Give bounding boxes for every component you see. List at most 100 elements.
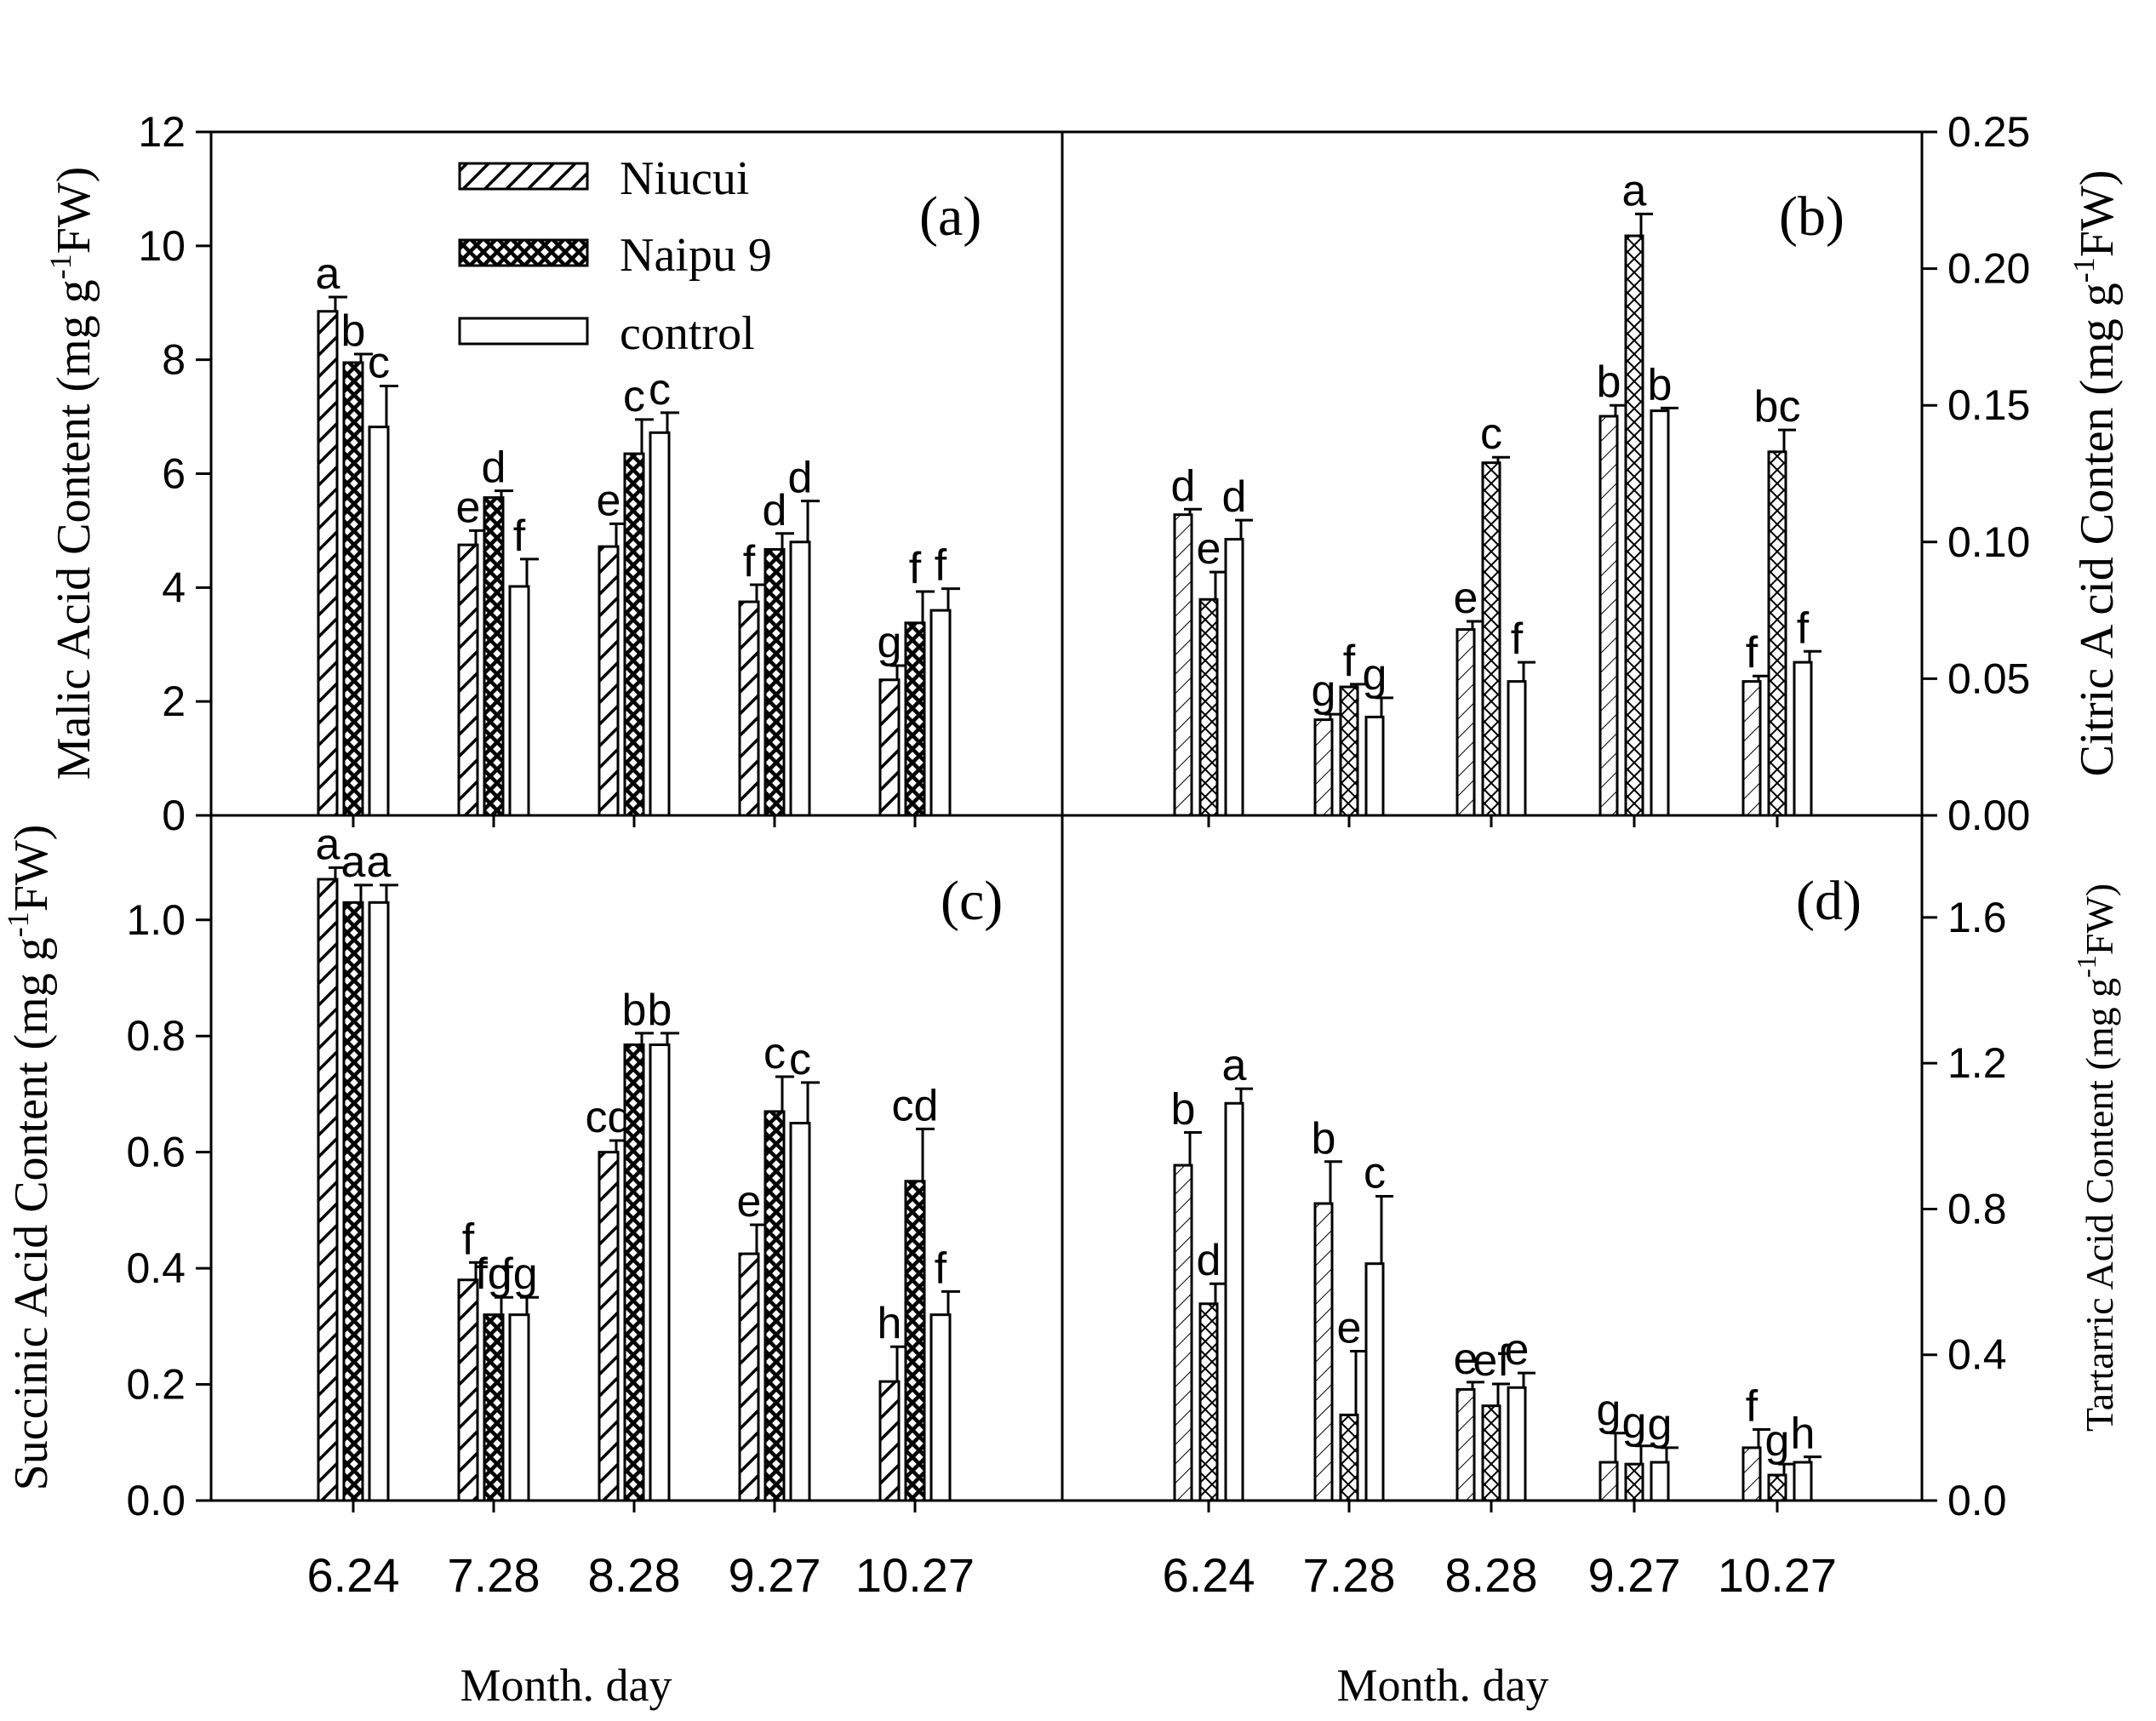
error-bar bbox=[635, 1032, 654, 1045]
bar-naipu-9 bbox=[1198, 1302, 1219, 1502]
bar-naipu-9 bbox=[1339, 685, 1359, 817]
significance-letter: f bbox=[462, 1215, 475, 1264]
bar-control bbox=[1793, 1461, 1813, 1502]
bar-niucui bbox=[1313, 718, 1334, 817]
error-bar bbox=[380, 883, 398, 903]
bar-control bbox=[649, 1043, 671, 1502]
error-bar bbox=[775, 532, 794, 550]
y-tick-label: 2 bbox=[162, 678, 186, 725]
x-tick-label: 8.28 bbox=[1445, 1548, 1538, 1602]
bar-control bbox=[508, 1313, 530, 1502]
error-bar bbox=[661, 1032, 679, 1045]
significance-letter: a bbox=[316, 820, 340, 869]
significance-letter: b bbox=[648, 986, 672, 1035]
bar-niucui bbox=[738, 1252, 760, 1502]
significance-letter: b bbox=[1648, 360, 1673, 409]
bar-control bbox=[1650, 1461, 1670, 1502]
error-bar bbox=[1753, 1428, 1770, 1448]
bar-naipu-9 bbox=[763, 1110, 786, 1502]
bar-niucui bbox=[1173, 513, 1193, 817]
bar-naipu-9 bbox=[342, 901, 364, 1502]
bar-naipu-9 bbox=[1198, 597, 1219, 817]
error-bar bbox=[775, 1075, 794, 1112]
significance-letter: b bbox=[622, 986, 647, 1035]
significance-letter: a bbox=[367, 838, 392, 887]
significance-letter: fg bbox=[475, 1249, 512, 1299]
significance-letter: g bbox=[1648, 1400, 1673, 1449]
error-bar bbox=[520, 1295, 539, 1315]
error-bar bbox=[495, 1295, 513, 1315]
significance-letter: e bbox=[1454, 574, 1478, 623]
error-bar bbox=[1804, 649, 1821, 663]
panel-tag-a: (a) bbox=[919, 186, 981, 248]
significance-letter: bc bbox=[1754, 382, 1801, 432]
significance-letter: c bbox=[368, 338, 390, 387]
significance-letter: c bbox=[623, 372, 645, 421]
significance-letter: e bbox=[1505, 1325, 1530, 1375]
y-tick-label: 0.10 bbox=[1947, 518, 2030, 566]
y-tick-label: 0.2 bbox=[126, 1361, 186, 1409]
significance-letter: d bbox=[1222, 472, 1247, 522]
significance-letter: b bbox=[1597, 357, 1621, 407]
bar-niucui bbox=[738, 600, 760, 817]
significance-letter: f bbox=[1746, 1382, 1759, 1432]
significance-letter: b bbox=[1312, 1114, 1336, 1164]
bar-naipu-9 bbox=[483, 1313, 505, 1502]
significance-letter: b bbox=[1171, 1085, 1196, 1135]
error-bar bbox=[495, 489, 513, 498]
bar-niucui bbox=[1598, 415, 1619, 817]
y-axis-title-c: Succinic Acid Content (mg g-1FW) bbox=[1, 825, 58, 1491]
bar-naipu-9 bbox=[904, 1180, 926, 1502]
significance-letter: e bbox=[1454, 1335, 1478, 1384]
significance-letter: d bbox=[1197, 1236, 1221, 1285]
bar-naipu-9 bbox=[1481, 1404, 1501, 1502]
y-tick-label: 0.6 bbox=[126, 1129, 186, 1176]
bar-niucui bbox=[598, 545, 620, 817]
error-bar bbox=[1375, 696, 1393, 718]
bar-niucui bbox=[878, 1380, 901, 1502]
panel-tag-b: (b) bbox=[1779, 186, 1844, 248]
x-tick-label: 6.24 bbox=[307, 1548, 400, 1602]
bar-control bbox=[1650, 409, 1670, 817]
significance-letter: f bbox=[935, 1244, 947, 1293]
bar-naipu-9 bbox=[623, 452, 645, 817]
error-bar bbox=[1184, 1131, 1202, 1166]
error-bar bbox=[354, 352, 373, 363]
error-bar bbox=[1375, 1194, 1393, 1264]
bar-niucui bbox=[1455, 628, 1476, 817]
significance-letter: c bbox=[789, 1035, 811, 1084]
error-bar bbox=[1492, 455, 1510, 463]
significance-letter: e bbox=[737, 1177, 762, 1226]
error-bar bbox=[1661, 406, 1678, 411]
y-tick-label: 0.8 bbox=[1947, 1185, 2007, 1232]
error-bar bbox=[941, 587, 960, 611]
significance-letter: g bbox=[1312, 666, 1336, 716]
error-bar bbox=[1324, 1160, 1342, 1204]
y-axis-title-a: Malic Acid Content (mg g-1FW) bbox=[43, 167, 100, 780]
error-bar bbox=[801, 1081, 820, 1124]
bar-control bbox=[789, 1122, 811, 1502]
error-bar bbox=[635, 418, 654, 455]
bar-naipu-9 bbox=[623, 1043, 645, 1502]
error-bar bbox=[916, 590, 935, 623]
significance-letter: fg bbox=[500, 1249, 537, 1299]
significance-letter: c bbox=[1364, 1148, 1386, 1198]
significance-letter: c bbox=[1480, 409, 1502, 459]
significance-letter: f bbox=[935, 541, 947, 591]
bar-control bbox=[1224, 1101, 1244, 1502]
panel-tag-c: (c) bbox=[941, 870, 1003, 932]
significance-letter: e bbox=[597, 476, 621, 525]
x-tick-label: 7.28 bbox=[1303, 1548, 1396, 1602]
y-tick-label: 0.0 bbox=[126, 1477, 186, 1524]
error-bar bbox=[916, 1127, 935, 1181]
error-bar bbox=[1184, 507, 1202, 515]
bar-control bbox=[929, 1313, 952, 1502]
significance-letter: f bbox=[1511, 615, 1524, 664]
error-bar bbox=[329, 295, 347, 312]
error-bar bbox=[1804, 1455, 1821, 1463]
x-axis-title-right: Month. day bbox=[1337, 1660, 1549, 1711]
y-tick-label: 8 bbox=[162, 336, 186, 384]
